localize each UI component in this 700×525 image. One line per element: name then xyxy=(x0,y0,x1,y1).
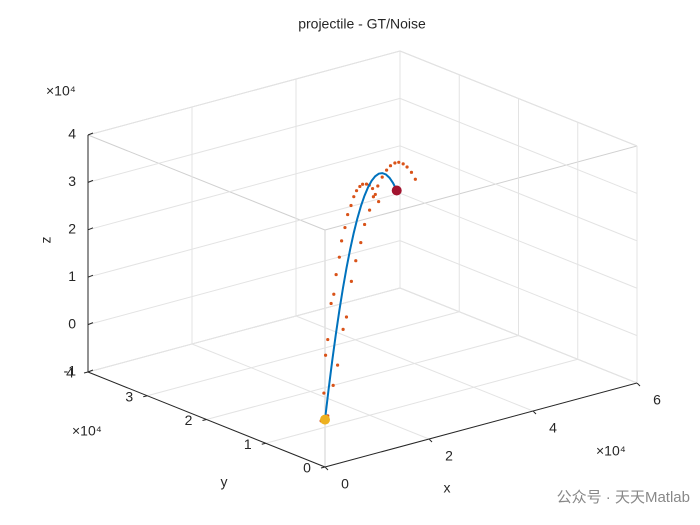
noise-point xyxy=(367,208,372,212)
box-edge xyxy=(87,134,326,231)
noise-point xyxy=(349,279,353,284)
noise-point xyxy=(326,337,330,342)
y-exponent: ×10⁴ xyxy=(72,423,102,439)
noise-point xyxy=(359,240,363,245)
x-tick-label: 6 xyxy=(653,392,661,408)
noise-point xyxy=(335,363,340,367)
chart-title: projectile - GT/Noise xyxy=(298,16,426,32)
y-tick-label: 1 xyxy=(244,436,252,452)
tick-mark xyxy=(83,371,89,374)
tick-mark xyxy=(324,466,329,471)
x-tick-label: 2 xyxy=(445,448,453,464)
noise-point xyxy=(385,168,389,172)
noise-point xyxy=(401,162,405,166)
noise-point xyxy=(373,192,377,197)
grid-line xyxy=(399,240,638,337)
x-tick-label: 0 xyxy=(341,476,349,492)
grid-line xyxy=(399,192,638,289)
noise-point xyxy=(413,177,417,181)
noise-point xyxy=(344,315,349,319)
noise-point xyxy=(362,222,367,227)
tick-mark xyxy=(87,274,94,278)
watermark: 公众号 · 天天Matlab xyxy=(557,489,690,506)
noise-point xyxy=(393,161,397,165)
z-tick-label: 1 xyxy=(68,268,76,284)
noise-point xyxy=(323,353,328,357)
z-tick-label: 2 xyxy=(68,221,76,237)
grid-line xyxy=(399,97,638,194)
noise-point xyxy=(349,203,353,208)
tick-mark xyxy=(87,132,94,136)
tick-mark xyxy=(87,227,94,231)
tick-mark xyxy=(428,438,433,443)
noise-point xyxy=(371,195,376,199)
noise-point xyxy=(405,165,409,169)
grid-line xyxy=(399,287,638,384)
tick-mark xyxy=(87,322,94,326)
tick-mark xyxy=(87,179,94,183)
grid-line xyxy=(87,97,401,183)
tick-mark xyxy=(532,410,537,415)
noise-point xyxy=(377,199,381,204)
noise-point xyxy=(346,212,350,217)
y-tick-label: 2 xyxy=(185,412,193,428)
z-exponent: ×10⁴ xyxy=(46,83,76,99)
y-tick-label: 4 xyxy=(66,365,74,381)
noise-point xyxy=(397,160,401,164)
grid-line xyxy=(87,145,401,231)
grid-line xyxy=(265,358,578,444)
y-axis-line xyxy=(87,371,326,468)
grid-line xyxy=(399,145,638,242)
start-marker xyxy=(320,414,330,425)
grid-line xyxy=(87,192,401,278)
y-tick-label: 0 xyxy=(303,460,311,476)
tick-mark xyxy=(636,382,641,387)
noise-point xyxy=(354,259,358,263)
y-axis-label: y xyxy=(221,474,228,490)
grid-line xyxy=(399,50,638,147)
noise-point xyxy=(364,182,369,186)
noise-point xyxy=(329,301,333,306)
noise-point xyxy=(343,225,347,230)
box-edge xyxy=(324,145,638,231)
noise-point xyxy=(337,255,341,259)
noise-point xyxy=(332,292,336,296)
noise-point xyxy=(388,164,393,168)
noise-point xyxy=(409,170,414,174)
y-tick-label: 3 xyxy=(125,388,133,404)
z-tick-label: 0 xyxy=(68,315,76,331)
end-marker xyxy=(391,185,402,196)
noise-point xyxy=(376,184,380,188)
noise-point xyxy=(358,184,362,189)
z-tick-label: -1 xyxy=(64,363,77,379)
x-axis-line xyxy=(324,382,638,468)
noise-point xyxy=(341,327,345,331)
x-tick-label: 4 xyxy=(549,420,557,436)
grid-line xyxy=(87,287,401,373)
noise-point xyxy=(331,383,335,387)
noise-point xyxy=(352,195,356,199)
z-tick-label: 3 xyxy=(68,173,76,189)
noise-point xyxy=(361,182,365,186)
noise-point xyxy=(354,189,359,193)
grid-line xyxy=(147,311,460,397)
noise-point xyxy=(339,239,344,243)
noise-point xyxy=(322,391,326,395)
noise-point xyxy=(334,272,338,277)
grid-line xyxy=(87,240,401,326)
grid-line xyxy=(87,50,401,136)
gt-line xyxy=(324,172,398,420)
x-exponent: ×10⁴ xyxy=(596,443,626,459)
noise-point xyxy=(380,175,384,179)
x-axis-label: x xyxy=(444,480,451,496)
z-axis-label: z xyxy=(38,237,54,244)
tick-mark xyxy=(87,369,94,373)
grid-line xyxy=(206,335,519,420)
z-tick-label: 4 xyxy=(68,126,76,142)
noise-point xyxy=(370,186,375,191)
